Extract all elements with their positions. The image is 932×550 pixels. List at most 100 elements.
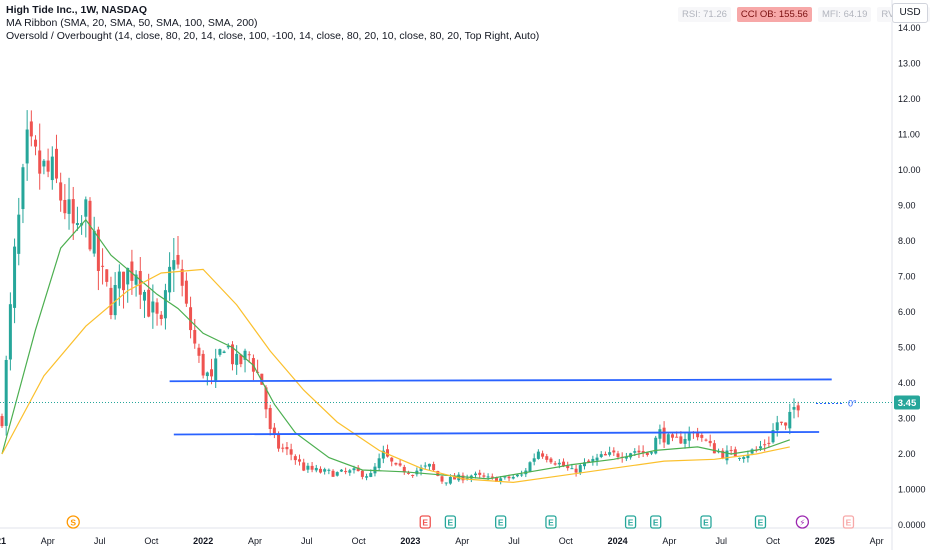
candle-body bbox=[218, 349, 222, 355]
candle-body bbox=[155, 302, 159, 314]
candle-body bbox=[197, 347, 201, 356]
y-tick-label: 10.00 bbox=[898, 165, 921, 175]
candle-body bbox=[486, 476, 490, 478]
event-marker-label: E bbox=[628, 518, 634, 528]
candle-body bbox=[528, 462, 532, 472]
candle-body bbox=[348, 470, 352, 473]
y-tick-label: 6.00 bbox=[898, 307, 916, 317]
candle-body bbox=[222, 351, 226, 354]
x-tick-label: Jul bbox=[301, 536, 313, 546]
candle-body bbox=[725, 450, 729, 461]
candle-body bbox=[779, 421, 783, 423]
candle-body bbox=[453, 476, 457, 480]
candle-body bbox=[386, 449, 390, 457]
legend: High Tide Inc., 1W, NASDAQ MA Ribbon (SM… bbox=[6, 4, 539, 43]
candle-body bbox=[323, 469, 327, 472]
earnings-marker-icon bbox=[842, 515, 855, 529]
candle-body bbox=[490, 476, 494, 478]
candle-body bbox=[700, 434, 704, 438]
y-tick-label: 3.00 bbox=[898, 414, 916, 424]
candle-body bbox=[310, 465, 314, 470]
candle-body bbox=[461, 475, 465, 481]
candle-body bbox=[394, 462, 398, 465]
candle-body bbox=[616, 453, 620, 458]
candle-body bbox=[570, 468, 574, 470]
candle-body bbox=[17, 214, 21, 254]
earnings-marker-icon bbox=[444, 515, 457, 529]
x-tick-label: Jul bbox=[94, 536, 106, 546]
x-tick-label: Oct bbox=[144, 536, 159, 546]
candle-body bbox=[792, 407, 796, 410]
candle-body bbox=[603, 453, 607, 456]
candle-body bbox=[201, 353, 205, 376]
candle-body bbox=[599, 454, 603, 457]
event-marker-label: E bbox=[448, 518, 454, 528]
candle-body bbox=[708, 440, 712, 444]
y-tick-label: 0.0000 bbox=[898, 520, 926, 530]
ma-ribbon-legend[interactable]: MA Ribbon (SMA, 20, SMA, 50, SMA, 100, S… bbox=[6, 17, 258, 29]
candle-body bbox=[582, 462, 586, 467]
candle-body bbox=[763, 444, 767, 446]
candle-body bbox=[520, 474, 524, 476]
candle-body bbox=[34, 139, 38, 147]
oscillator-legend[interactable]: Oversold / Overbought (14, close, 80, 20… bbox=[6, 30, 540, 42]
candle-body bbox=[230, 344, 234, 365]
candle-body bbox=[729, 449, 733, 451]
y-tick-label: 14.00 bbox=[898, 23, 921, 33]
candle-body bbox=[377, 458, 381, 469]
candle-body bbox=[666, 434, 670, 445]
candle-body bbox=[788, 411, 792, 429]
candle-body bbox=[360, 470, 364, 477]
y-tick-label: 5.00 bbox=[898, 343, 916, 353]
candle-body bbox=[553, 463, 557, 465]
candle-body bbox=[796, 405, 800, 411]
candle-body bbox=[63, 199, 67, 214]
candle-body bbox=[176, 254, 180, 265]
x-tick-label: Jul bbox=[508, 536, 520, 546]
candle-body bbox=[562, 461, 566, 467]
earnings-marker-icon bbox=[650, 515, 662, 529]
last-price-tag bbox=[894, 395, 920, 410]
earnings-marker-icon bbox=[545, 515, 557, 529]
candle-body bbox=[356, 467, 360, 472]
candle-body bbox=[306, 465, 310, 470]
candle-body bbox=[331, 470, 335, 477]
candle-body bbox=[427, 463, 431, 467]
candle-body bbox=[268, 407, 272, 430]
candle-body bbox=[92, 230, 96, 254]
candle-body bbox=[180, 269, 184, 286]
x-tick-label: Apr bbox=[870, 536, 884, 546]
candle-body bbox=[587, 460, 591, 463]
candle-body bbox=[411, 474, 415, 476]
candle-body bbox=[365, 476, 369, 478]
rsi-badge: RSI: 71.26 bbox=[678, 7, 731, 22]
x-tick-label: 2022 bbox=[193, 536, 213, 546]
x-tick-label: Apr bbox=[41, 536, 55, 546]
event-marker-label: E bbox=[846, 518, 852, 528]
candle-body bbox=[352, 468, 356, 471]
candle-body bbox=[566, 465, 570, 469]
y-tick-label: 2.00 bbox=[898, 449, 916, 459]
candle-body bbox=[84, 199, 88, 217]
currency-button[interactable]: USD bbox=[892, 3, 928, 23]
x-tick-label: Oct bbox=[559, 536, 574, 546]
candle-body bbox=[226, 346, 230, 348]
event-marker-label: E bbox=[758, 518, 764, 528]
candle-body bbox=[511, 476, 515, 479]
candle-body bbox=[641, 451, 645, 454]
candle-body bbox=[683, 438, 687, 444]
candle-body bbox=[142, 291, 146, 301]
event-marker-label: E bbox=[653, 518, 659, 528]
candle-body bbox=[172, 260, 176, 270]
y-tick-label: 7.00 bbox=[898, 272, 916, 282]
candle-body bbox=[637, 450, 641, 453]
candle-body bbox=[285, 447, 289, 450]
candle-body bbox=[25, 129, 29, 164]
x-tick-label: Apr bbox=[662, 536, 676, 546]
candle-body bbox=[645, 452, 649, 455]
candle-body bbox=[113, 285, 117, 316]
candle-body bbox=[687, 433, 691, 441]
candle-body bbox=[423, 465, 427, 467]
symbol-title[interactable]: High Tide Inc., 1W, NASDAQ bbox=[6, 4, 147, 16]
